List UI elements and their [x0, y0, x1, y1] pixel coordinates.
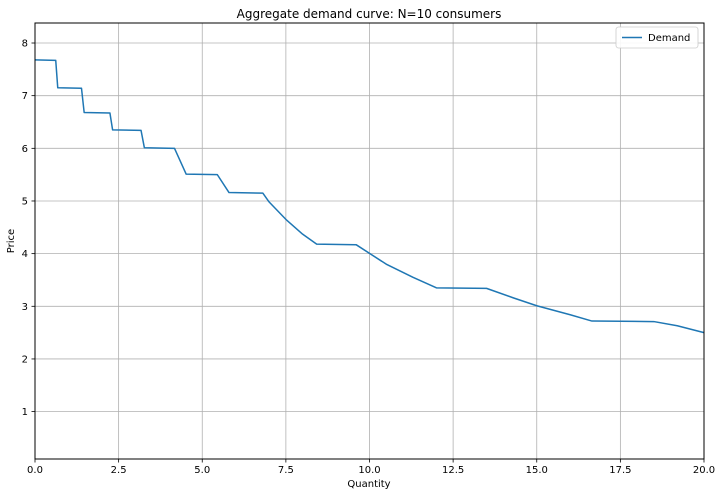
x-axis-label: Quantity: [347, 479, 390, 490]
y-tick-label: 4: [22, 249, 28, 260]
y-tick-label: 2: [22, 354, 28, 365]
x-tick-label: 10.0: [358, 465, 380, 476]
y-axis-ticks: 1 2 3 4 5 6 7 8: [22, 39, 35, 418]
y-tick-label: 7: [22, 91, 28, 102]
y-tick-label: 3: [22, 302, 28, 313]
grid: [34, 23, 705, 459]
x-axis-ticks: 0.0 2.5 5.0 7.5 10.0 12.5 15.0 17.5 20.0: [27, 459, 715, 476]
legend-box: [615, 26, 699, 49]
x-tick-label: 2.5: [111, 465, 127, 476]
series-line-demand: [34, 59, 705, 334]
legend-label: Demand: [648, 33, 690, 44]
y-tick-label: 6: [22, 144, 28, 155]
y-tick-label: 5: [22, 196, 28, 207]
series-layer: [34, 59, 705, 334]
x-tick-label: 12.5: [442, 465, 464, 476]
chart-title: Aggregate demand curve: N=10 consumers: [237, 7, 502, 21]
y-axis-label: Price: [6, 229, 17, 253]
y-tick-label: 1: [22, 407, 28, 418]
y-tick-label: 8: [22, 39, 28, 50]
x-tick-label: 5.0: [194, 465, 210, 476]
legend: Demand: [615, 26, 699, 49]
x-tick-label: 20.0: [693, 465, 715, 476]
x-tick-label: 17.5: [609, 465, 631, 476]
x-tick-label: 0.0: [27, 465, 43, 476]
x-tick-label: 15.0: [526, 465, 548, 476]
x-tick-label: 7.5: [278, 465, 294, 476]
